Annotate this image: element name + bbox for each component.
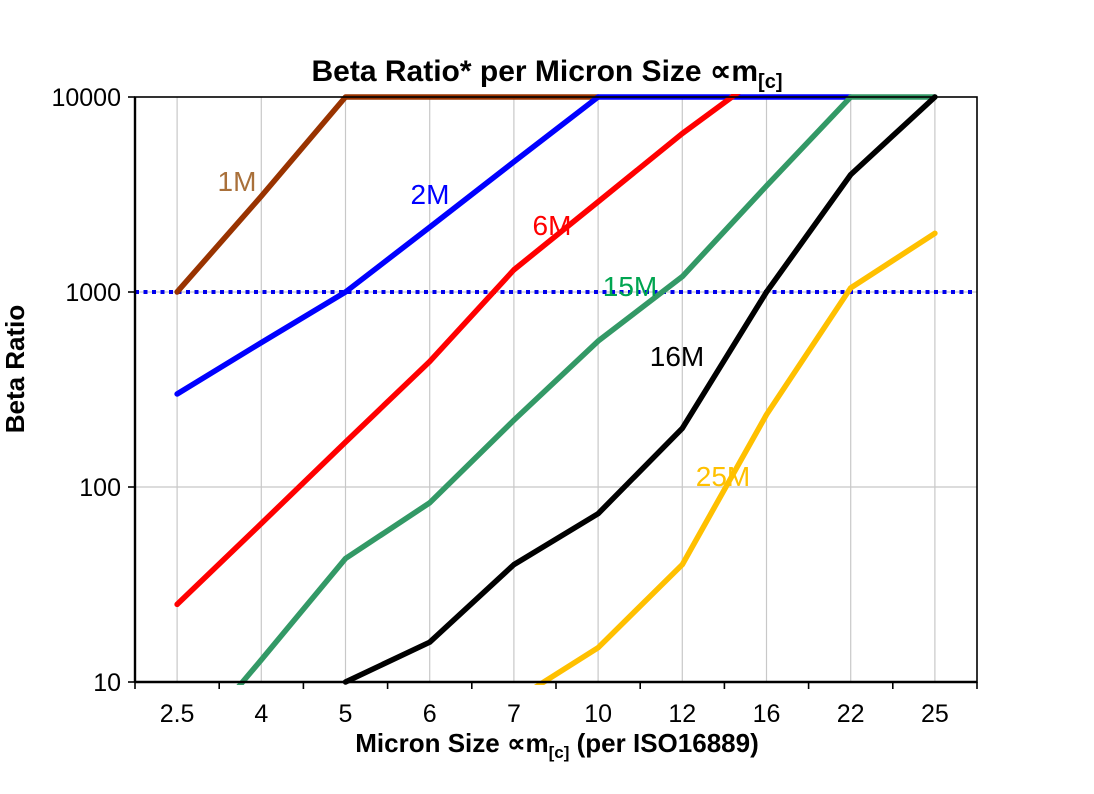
x-axis-title: Micron Size ∝m[c] (per ISO16889) (0, 728, 1094, 763)
x-tick-label: 6 (423, 700, 437, 728)
chart-title: Beta Ratio* per Micron Size ∝m[c] (0, 54, 1094, 94)
series-label-6M: 6M (533, 210, 572, 241)
y-tick-labels: 10 100 1000 10000 (51, 84, 121, 697)
series-line-25M (533, 230, 938, 685)
x-tick-label: 22 (837, 700, 865, 728)
series-label-1M: 1M (218, 166, 257, 197)
series-label-15M: 15M (603, 271, 657, 302)
y-tick-label: 100 (79, 474, 121, 502)
x-tick-label: 7 (507, 700, 521, 728)
y-axis-title: Beta Ratio (0, 304, 30, 434)
x-axis-title-subscript: [c] (548, 743, 570, 763)
series-line-15M (236, 94, 938, 685)
gridlines (135, 97, 977, 682)
series-label-25M: 25M (696, 461, 750, 492)
y-tick-label: 10 (93, 669, 121, 697)
axis-ticks (128, 96, 978, 689)
x-tick-label: 25 (921, 700, 949, 728)
x-tick-label: 5 (339, 700, 353, 728)
y-tick-label: 10000 (51, 84, 121, 112)
y-tick-label: 1000 (65, 279, 121, 307)
series-line-16M (342, 94, 938, 685)
chart-title-subscript: [c] (758, 71, 783, 93)
x-axis-title-suffix: (per ISO16889) (569, 728, 759, 758)
series-line-6M (174, 94, 741, 608)
x-tick-labels: 2.5 4 5 6 7 10 12 16 22 25 (160, 700, 949, 728)
series-lines (174, 94, 938, 685)
series-labels: 1M 2M 6M 15M 16M 25M (218, 166, 751, 492)
x-tick-label: 16 (753, 700, 781, 728)
x-tick-label: 10 (584, 700, 612, 728)
chart-title-text: Beta Ratio* per Micron Size ∝m (311, 55, 759, 88)
x-tick-label: 12 (668, 700, 696, 728)
x-axis-title-text: Micron Size ∝m (355, 728, 549, 758)
x-tick-label: 2.5 (160, 700, 195, 728)
series-label-2M: 2M (411, 179, 450, 210)
x-tick-label: 4 (254, 700, 268, 728)
series-label-16M: 16M (650, 341, 704, 372)
